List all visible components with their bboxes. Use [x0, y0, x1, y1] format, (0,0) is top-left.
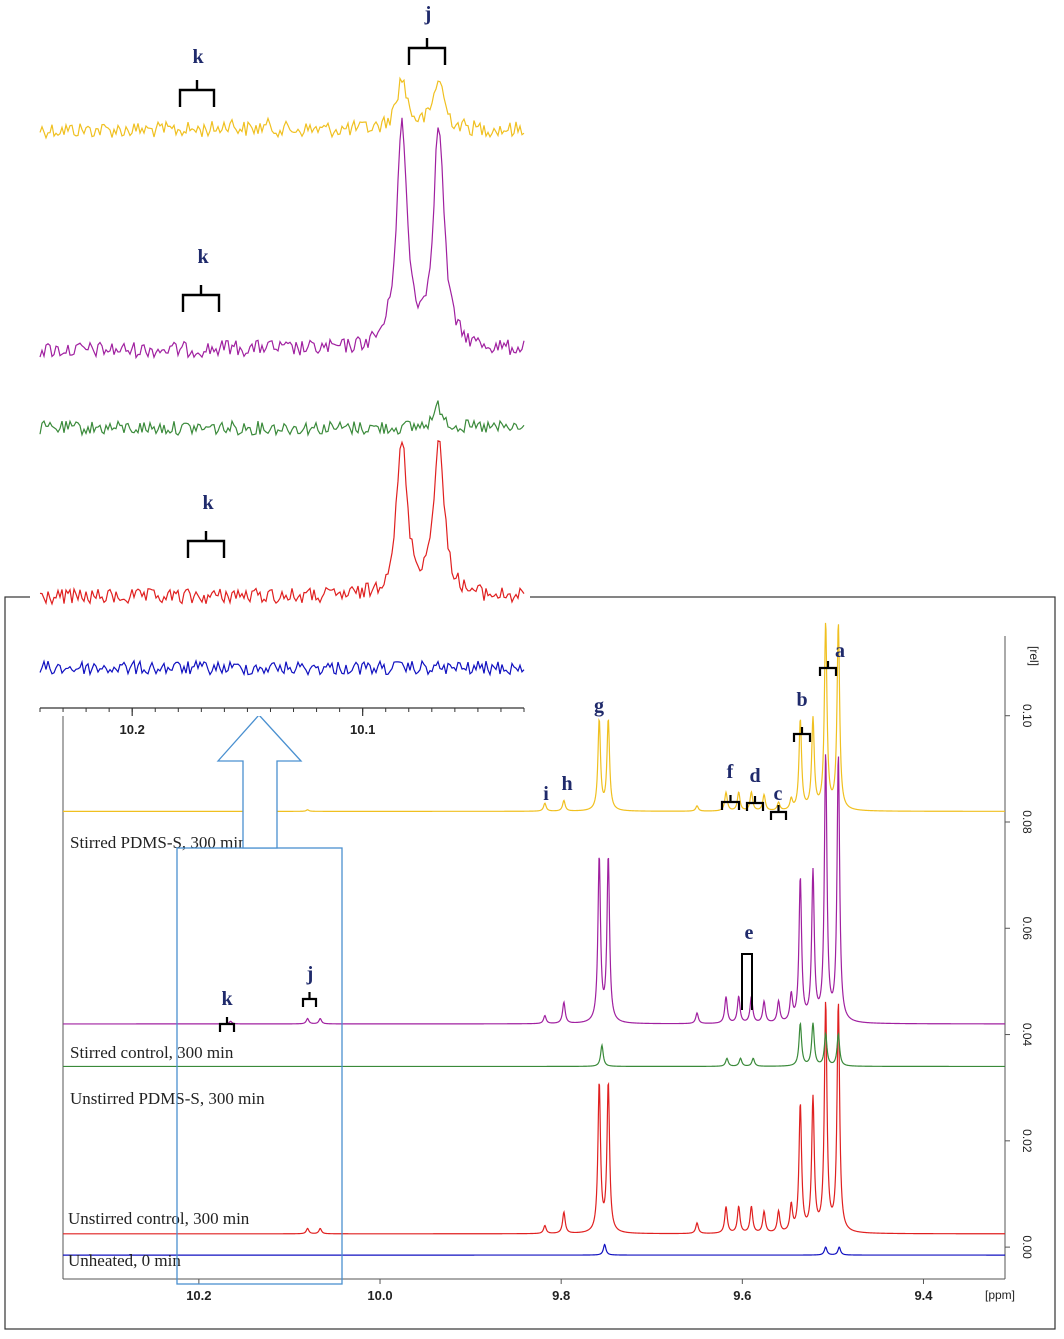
peak-label-e: e: [745, 922, 754, 944]
peak-label-i: i: [543, 783, 549, 805]
peak-label-c: c: [774, 783, 783, 805]
peak-label-d: d: [749, 765, 760, 787]
inset-series-line-unstirred-control-300-min: [39, 439, 525, 606]
inset-bracket-k: [181, 285, 221, 312]
inset-series-line-unheated-0-min: [39, 659, 525, 677]
main-x-tick-label: 10.2: [186, 1288, 211, 1303]
peak-label-f: f: [727, 761, 734, 783]
peak-label-g: g: [594, 695, 604, 717]
main-y-ticks: 0.00 0.02 0.04 0.06 0.08 0.10: [1005, 704, 1034, 1259]
inset-x-tick-label: 10.1: [350, 722, 375, 737]
inset-series-line-unstirred-pdms-s-300-min: [39, 400, 525, 437]
series-line-unheated-0-min: [63, 1243, 1005, 1256]
main-x-tick-label: 10.0: [367, 1288, 392, 1303]
main-series-group: [63, 622, 1005, 1256]
inset-peak-label-j: j: [424, 3, 432, 25]
main-x-tick-label: 9.6: [733, 1288, 751, 1303]
peak-label-b: b: [796, 689, 807, 711]
inset-bracket-k: [186, 531, 226, 558]
main-y-tick-label: 0.06: [1020, 917, 1034, 941]
peak-bracket-c: [769, 805, 788, 820]
main-y-tick-label: 0.04: [1020, 1023, 1034, 1047]
zoom-arrow: [216, 714, 303, 849]
main-y-tick-label: 0.02: [1020, 1129, 1034, 1153]
peak-bracket-f: [720, 795, 741, 810]
inset-bracket-k: [178, 80, 216, 107]
peak-bracket-j: [301, 992, 318, 1007]
peak-label-j: j: [306, 963, 314, 985]
main-y-tick-label: 0.08: [1020, 810, 1034, 834]
peak-bracket-b: [792, 727, 812, 742]
inset-series-line-stirred-pdms-s-300-min: [39, 76, 525, 140]
series-line-unstirred-control-300-min: [63, 1001, 1005, 1235]
inset-peak-label-k: k: [192, 46, 204, 68]
main-x-axis-label: [ppm]: [985, 1288, 1015, 1302]
inset-series-group: [39, 76, 525, 677]
inset-background: [30, 0, 530, 716]
series-label-unstirred-pdms-s-300-min: Unstirred PDMS-S, 300 min: [70, 1089, 265, 1108]
series-line-stirred-pdms-s-300-min: [63, 622, 1005, 812]
series-line-unstirred-pdms-s-300-min: [63, 1021, 1005, 1068]
series-label-unstirred-control-300-min: Unstirred control, 300 min: [68, 1209, 250, 1228]
peak-label-k: k: [221, 988, 233, 1010]
peak-label-h: h: [561, 773, 572, 795]
peak-label-a: a: [835, 640, 845, 662]
main-x-ticks: 10.2 10.0 9.8 9.6 9.4: [186, 1279, 933, 1303]
main-y-tick-label: 0.10: [1020, 704, 1034, 728]
peak-bracket-d: [745, 796, 765, 811]
inset-peak-label-k: k: [202, 492, 214, 514]
main-y-tick-label: 0.00: [1020, 1235, 1034, 1259]
inset-x-ticks: 10.2 10.1: [39, 708, 525, 737]
series-label-stirred-pdms-s-300-min: Stirred PDMS-S, 300 min: [70, 833, 247, 852]
main-annotations: i h g f dc b a e k j: [218, 640, 845, 1032]
main-x-tick-label: 9.4: [914, 1288, 933, 1303]
main-frame: [4, 596, 1056, 1330]
peak-bracket-e: [741, 953, 753, 1010]
inset-annotations: k j k k: [178, 3, 447, 558]
main-x-tick-label: 9.8: [552, 1288, 570, 1303]
peak-bracket-k: [218, 1017, 236, 1032]
series-label-unheated-0-min: Unheated, 0 min: [68, 1251, 181, 1270]
inset-x-tick-label: 10.2: [120, 722, 145, 737]
series-label-stirred-control-300-min: Stirred control, 300 min: [70, 1043, 234, 1062]
main-y-axis-label: [rel]: [1027, 646, 1041, 666]
peak-bracket-a: [818, 661, 838, 676]
main-series-labels: Unheated, 0 min Unstirred control, 300 mi…: [68, 833, 265, 1270]
inset-peak-label-k: k: [197, 246, 209, 268]
inset-bracket-j: [407, 38, 447, 65]
inset-series-line-stirred-control-300-min: [39, 117, 525, 360]
